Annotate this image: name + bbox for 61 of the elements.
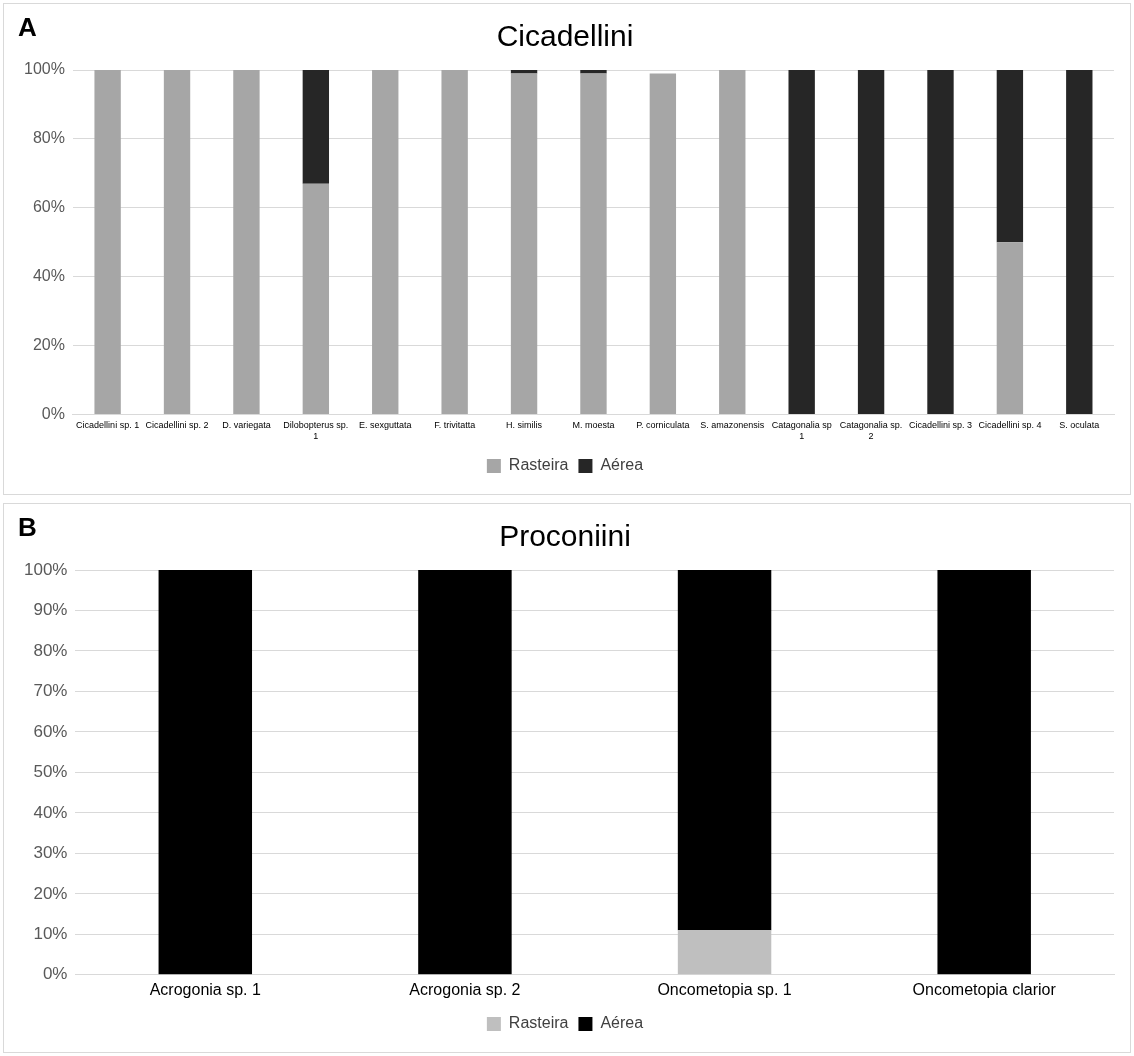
y-tick-label: 90% xyxy=(33,600,68,620)
bar xyxy=(649,73,677,414)
x-tick-label: S. amazonensis xyxy=(700,420,765,431)
legend-label: Aérea xyxy=(600,456,644,474)
legend-label: Aérea xyxy=(600,1014,644,1032)
bar xyxy=(719,70,746,414)
x-tick-label: M. moesta xyxy=(572,420,615,431)
bar xyxy=(1066,70,1093,414)
y-tick-label: 40% xyxy=(32,267,65,285)
bar xyxy=(441,70,468,414)
bar xyxy=(996,242,1024,414)
bar xyxy=(927,70,954,414)
text: A xyxy=(18,12,37,43)
x-tick-label: Acrogonia sp. 2 xyxy=(409,980,521,998)
y-tick-label: 80% xyxy=(33,640,68,660)
x-tick-label: H. similis xyxy=(506,420,543,431)
bar xyxy=(302,183,330,414)
x-tick-label: Oncometopia clarior xyxy=(912,980,1057,998)
bar xyxy=(94,70,121,414)
x-tick-label: Catagonalia sp 1 xyxy=(771,420,832,442)
chart-title: Cicadellini xyxy=(496,19,634,53)
x-tick-label: D. variegata xyxy=(222,420,271,431)
y-tick-label: 20% xyxy=(33,883,68,903)
y-tick-label: 20% xyxy=(32,335,65,353)
y-tick-label: 30% xyxy=(33,843,68,863)
x-tick-label: F. trivitatta xyxy=(434,420,476,431)
bar xyxy=(372,70,399,414)
x-tick-label: Cicadellini sp. 2 xyxy=(145,420,209,431)
x-tick-label: S. oculata xyxy=(1059,420,1100,431)
text: B xyxy=(18,512,37,543)
y-tick-label: 100% xyxy=(24,60,65,78)
x-tick-label: Oncometopia sp. 1 xyxy=(657,980,792,998)
x-tick-label: P. corniculata xyxy=(636,420,690,431)
x-tick-label: Cicadellini sp. 3 xyxy=(908,420,972,431)
y-tick-label: 0% xyxy=(41,404,65,422)
x-tick-label: Catagonalia sp. 2 xyxy=(839,420,903,442)
y-tick-label: 60% xyxy=(33,721,68,741)
x-tick-label: Cicadellini sp. 1 xyxy=(76,420,140,431)
x-tick-label: Cicadellini sp. 4 xyxy=(978,420,1042,431)
bar xyxy=(233,70,260,414)
chart-title: Proconiini xyxy=(499,519,631,553)
x-tick-label: Acrogonia sp. 1 xyxy=(149,980,261,998)
y-tick-label: 50% xyxy=(33,762,68,782)
y-tick-label: 100% xyxy=(24,559,68,579)
y-tick-label: 10% xyxy=(33,924,68,944)
bar xyxy=(302,70,330,184)
x-tick-label: E. sexguttata xyxy=(358,420,412,431)
bar xyxy=(510,73,538,414)
x-tick-label: Dilobopterus sp. 1 xyxy=(283,420,349,442)
bar xyxy=(580,73,607,414)
y-tick-label: 80% xyxy=(32,129,65,147)
legend-label: Rasteira xyxy=(508,1014,569,1032)
y-tick-label: 70% xyxy=(33,681,68,701)
y-tick-label: 0% xyxy=(42,964,68,984)
bar xyxy=(788,70,815,414)
y-tick-label: 40% xyxy=(33,802,68,822)
y-tick-label: 60% xyxy=(32,198,65,216)
legend-label: Rasteira xyxy=(508,456,569,474)
bar xyxy=(163,70,191,414)
bar xyxy=(857,70,885,414)
bar xyxy=(996,70,1024,243)
